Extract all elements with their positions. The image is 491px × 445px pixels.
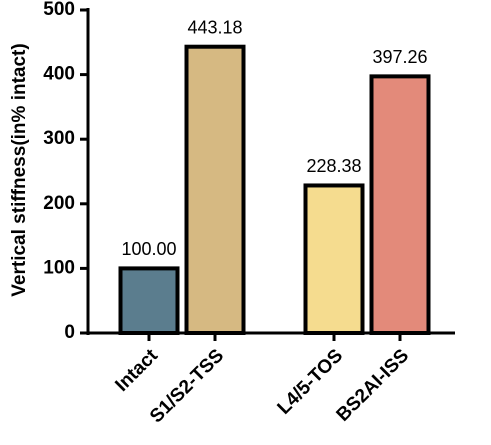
- bar: [184, 44, 246, 335]
- bar: [118, 266, 180, 335]
- x-tick-label: BS2AI-ISS: [333, 345, 414, 426]
- y-tick-label: 200: [43, 193, 75, 214]
- y-tick-label: 100: [43, 257, 75, 278]
- bar: [303, 183, 365, 335]
- x-tick-label: Intact: [111, 345, 162, 396]
- y-tick-label: 400: [43, 64, 75, 85]
- y-tick-label: 300: [43, 128, 75, 149]
- value-label: 443.18: [187, 17, 242, 37]
- y-tick-label: 0: [64, 322, 75, 343]
- value-label: 100.00: [121, 239, 176, 259]
- y-axis-label: Vertical stiffness(in% intact): [9, 43, 30, 296]
- value-label: 397.26: [372, 47, 427, 67]
- y-tick-label: 500: [43, 0, 75, 20]
- value-label: 228.38: [306, 156, 361, 176]
- bar: [369, 74, 431, 336]
